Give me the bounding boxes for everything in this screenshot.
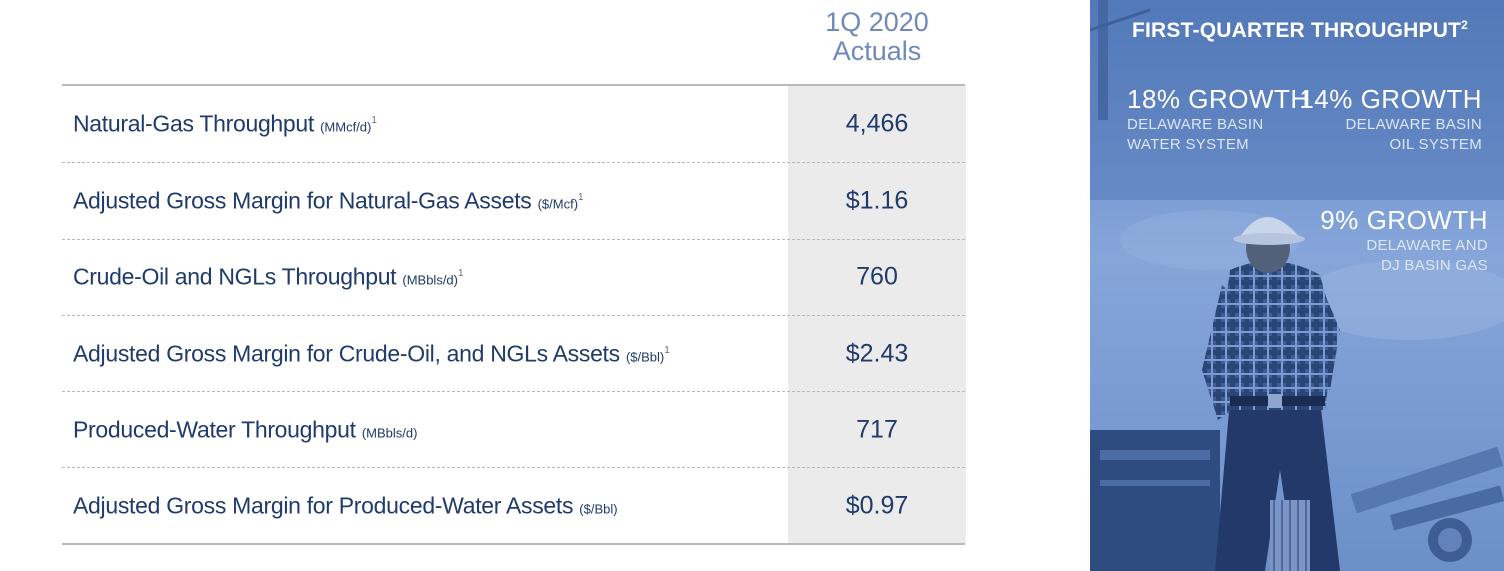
table-row: Produced-Water Throughput (MBbls/d) 717 <box>62 391 965 467</box>
row-value: $1.16 <box>845 186 909 215</box>
row-label-text: Natural-Gas Throughput <box>73 110 314 137</box>
stat-value: 9% GROWTH <box>1320 205 1488 235</box>
row-label-text: Produced-Water Throughput <box>73 416 356 443</box>
row-unit: (MBbls/d) <box>361 425 418 441</box>
column-header-actuals: Actuals <box>832 36 922 66</box>
stat-water-growth: 18% GROWTH DELAWARE BASIN WATER SYSTEM <box>1127 84 1310 155</box>
row-footnote: 1 <box>578 191 584 203</box>
table-row: Adjusted Gross Margin for Produced-Water… <box>62 467 965 543</box>
row-label: Produced-Water Throughput (MBbls/d) <box>73 416 417 443</box>
row-unit: ($/Mcf) <box>537 196 579 212</box>
column-header: 1Q 2020 Actuals <box>788 8 966 66</box>
row-value: $0.97 <box>845 491 909 520</box>
throughput-table: 1Q 2020 Actuals Natural-Gas Throughput (… <box>62 0 966 560</box>
column-header-period: 1Q 2020 <box>825 7 929 37</box>
table-row: Adjusted Gross Margin for Crude-Oil, and… <box>62 314 965 391</box>
row-unit: (MMcf/d) <box>320 119 372 135</box>
stat-gas-growth: 9% GROWTH DELAWARE AND DJ BASIN GAS <box>1320 205 1488 276</box>
row-unit: (MBbls/d) <box>402 272 458 288</box>
row-value: 4,466 <box>845 109 909 138</box>
stat-caption-line1: DELAWARE BASIN <box>1127 116 1264 133</box>
row-unit: ($/Bbl) <box>625 349 665 365</box>
stat-caption-line2: WATER SYSTEM <box>1127 136 1249 153</box>
stat-caption-line2: DJ BASIN GAS <box>1381 257 1488 274</box>
value-column-background <box>788 86 966 543</box>
bottom-divider <box>62 543 965 545</box>
table-row: Crude-Oil and NGLs Throughput (MBbls/d)1… <box>62 238 965 315</box>
panel-title: FIRST-QUARTER THROUGHPUT2 <box>1132 18 1468 43</box>
stat-caption-line1: DELAWARE AND <box>1366 237 1488 254</box>
header-divider <box>62 84 965 86</box>
row-label: Crude-Oil and NGLs Throughput (MBbls/d)1 <box>73 263 464 291</box>
table-body: Natural-Gas Throughput (MMcf/d)1 4,466 A… <box>62 86 965 544</box>
stat-oil-growth: 14% GROWTH DELAWARE BASIN OIL SYSTEM <box>1299 84 1482 155</box>
table-row: Adjusted Gross Margin for Natural-Gas As… <box>62 162 965 238</box>
row-label-text: Adjusted Gross Margin for Produced-Water… <box>73 492 574 519</box>
row-label-text: Crude-Oil and NGLs Throughput <box>73 263 397 290</box>
row-value: $2.43 <box>845 339 909 368</box>
row-label: Adjusted Gross Margin for Crude-Oil, and… <box>73 340 670 367</box>
row-value: 717 <box>856 415 898 444</box>
row-footnote: 1 <box>664 344 670 356</box>
row-label-text: Adjusted Gross Margin for Natural-Gas As… <box>73 187 532 214</box>
worker-photo-image <box>1090 0 1504 571</box>
stat-caption-line1: DELAWARE BASIN <box>1345 116 1482 133</box>
table-row: Natural-Gas Throughput (MMcf/d)1 4,466 <box>62 86 965 162</box>
row-value: 760 <box>856 262 898 291</box>
row-label-text: Adjusted Gross Margin for Crude-Oil, and… <box>73 340 620 367</box>
row-footnote: 1 <box>371 114 377 126</box>
row-footnote: 1 <box>458 268 464 280</box>
row-label: Adjusted Gross Margin for Natural-Gas As… <box>73 187 584 214</box>
stat-value: 18% GROWTH <box>1127 84 1310 114</box>
throughput-growth-panel: FIRST-QUARTER THROUGHPUT2 18% GROWTH DEL… <box>1090 0 1504 571</box>
panel-title-footnote: 2 <box>1461 18 1468 32</box>
stat-value: 14% GROWTH <box>1299 84 1482 114</box>
stat-caption-line2: OIL SYSTEM <box>1389 136 1482 153</box>
row-label: Adjusted Gross Margin for Produced-Water… <box>73 493 618 520</box>
row-unit: ($/Bbl) <box>579 501 618 517</box>
panel-title-text: FIRST-QUARTER THROUGHPUT <box>1132 19 1462 42</box>
row-label: Natural-Gas Throughput (MMcf/d)1 <box>73 111 377 138</box>
